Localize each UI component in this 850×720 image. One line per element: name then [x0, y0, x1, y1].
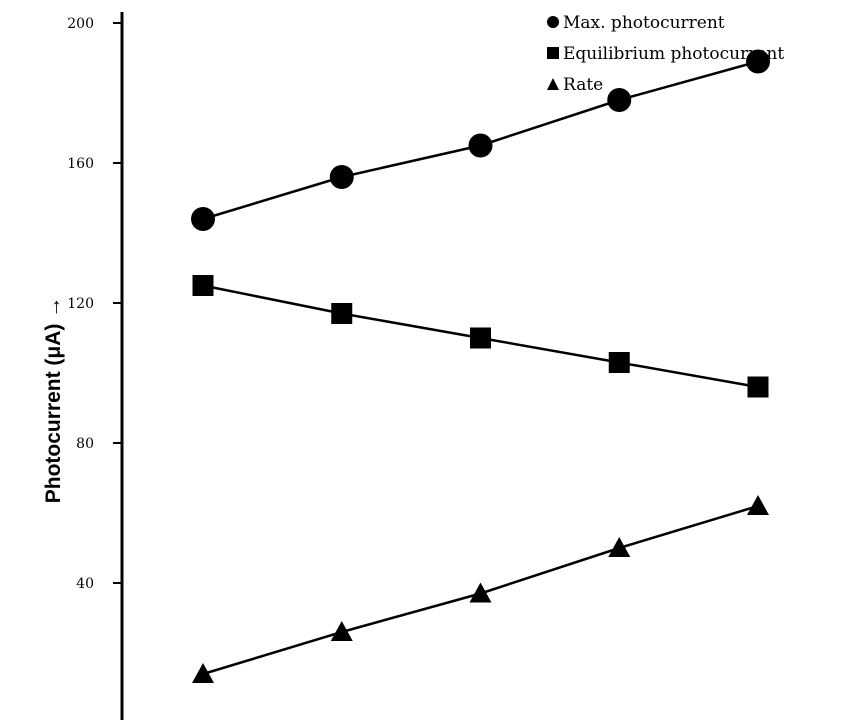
data-point — [468, 133, 493, 158]
y-tick-label: 80 — [76, 436, 94, 452]
y-tick-label: 200 — [67, 16, 94, 32]
series-triangle — [192, 495, 769, 684]
data-point — [607, 88, 632, 112]
data-point — [746, 49, 770, 74]
legend-label: Max. photocurrent — [563, 13, 725, 33]
data-point — [191, 207, 215, 231]
series-layer — [191, 49, 770, 684]
legend-marker-square — [547, 47, 559, 59]
y-tick-label: 120 — [67, 296, 94, 312]
data-point — [747, 495, 769, 516]
legend-marker-triangle — [547, 78, 559, 90]
data-point — [608, 537, 631, 558]
legend-label: Equilibrium photocurrent — [563, 44, 784, 64]
legend-marker-circle — [547, 16, 559, 28]
data-point — [470, 327, 491, 349]
legend: Max. photocurrent Equilibrium photocurren… — [547, 13, 784, 95]
legend-label: Rate — [563, 75, 603, 95]
y-tick-label: 160 — [67, 156, 94, 172]
data-point — [608, 352, 630, 373]
data-point — [331, 303, 353, 324]
y-tick-label: 40 — [76, 576, 94, 592]
series-square — [192, 275, 769, 398]
data-point — [192, 275, 214, 296]
data-point — [329, 165, 354, 189]
data-point — [469, 582, 492, 603]
data-point — [330, 621, 353, 642]
data-point — [747, 376, 769, 398]
axes: 40 80 120 160 200 — [67, 12, 124, 720]
data-point — [192, 663, 214, 684]
series-circle — [191, 49, 770, 231]
y-axis-label: Photocurrent (μA) → — [42, 297, 65, 504]
